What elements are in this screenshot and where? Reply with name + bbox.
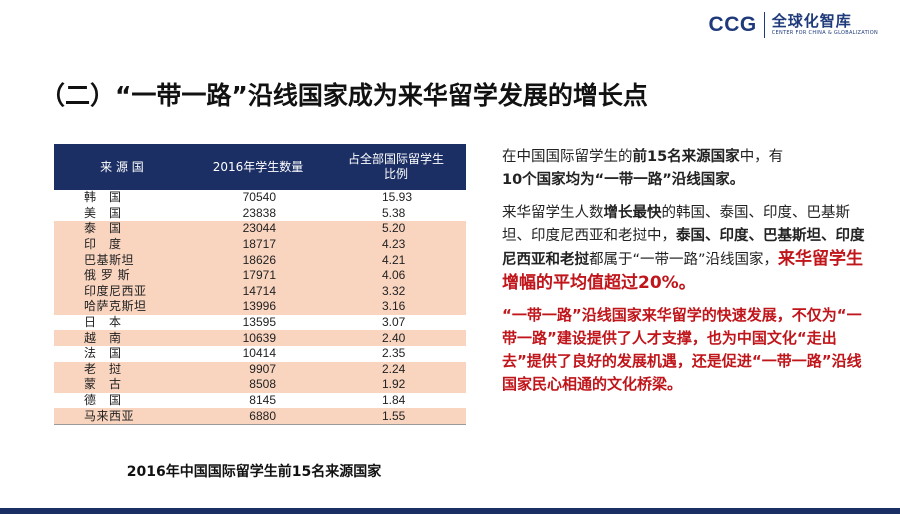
header-share: 占全部国际留学生 比例 — [326, 144, 466, 190]
logo-cn-text: 全球化智库 — [771, 12, 852, 30]
students-cell: 10414 — [190, 345, 326, 362]
country-cell: 越 南 — [54, 330, 190, 346]
students-cell: 10639 — [190, 330, 326, 346]
table-row: 蒙 古 8508 1.92 — [54, 377, 466, 393]
country-cell: 印度尼西亚 — [54, 283, 190, 300]
logo-en-text: CENTER FOR CHINA & GLOBALIZATION — [771, 30, 878, 36]
share-cell: 3.07 — [326, 314, 466, 331]
table-row: 韩 国 70540 15.93 — [54, 190, 466, 206]
logo-divider — [763, 12, 765, 38]
header-share-line2: 比例 — [383, 167, 408, 181]
students-cell: 18717 — [190, 236, 326, 253]
share-cell: 1.92 — [326, 377, 466, 393]
bottom-bar — [0, 508, 900, 514]
share-cell: 3.16 — [326, 299, 466, 315]
share-cell: 4.23 — [326, 236, 466, 253]
country-cell: 法 国 — [54, 345, 190, 362]
share-cell: 2.24 — [326, 361, 466, 378]
students-cell: 9907 — [190, 361, 326, 378]
country-cell: 韩 国 — [54, 190, 190, 206]
p2-text-a: 来华留学生人数 — [502, 205, 604, 221]
students-cell: 13996 — [190, 299, 326, 315]
ccg-logo: CCG 全球化智库 CENTER FOR CHINA & GLOBALIZATI… — [709, 12, 878, 38]
table-row: 德 国 8145 1.84 — [54, 392, 466, 409]
share-cell: 1.55 — [326, 408, 466, 425]
header-share-line1: 占全部国际留学生 — [347, 152, 444, 166]
country-cell: 蒙 古 — [54, 377, 190, 393]
students-cell: 70540 — [190, 190, 326, 206]
logo-right: 全球化智库 CENTER FOR CHINA & GLOBALIZATION — [772, 13, 878, 37]
table-row: 日 本 13595 3.07 — [54, 314, 466, 331]
country-cell: 美 国 — [54, 205, 190, 222]
table-row: 马来西亚 6880 1.55 — [54, 408, 466, 425]
p2-text-c: 的韩国、泰国、印度、巴基斯坦、印度尼西亚和老挝中， — [502, 205, 850, 244]
table-row: 老 挝 9907 2.24 — [54, 361, 466, 378]
share-cell: 5.20 — [326, 221, 466, 237]
students-cell: 6880 — [190, 408, 326, 425]
p2-text-red: 来华留学生增幅的平均值超过20%。 — [502, 249, 864, 293]
table-row: 俄 罗 斯 17971 4.06 — [54, 267, 466, 284]
share-cell: 15.93 — [326, 190, 466, 206]
table-row: 印度尼西亚 14714 3.32 — [54, 283, 466, 300]
country-cell: 日 本 — [54, 314, 190, 331]
country-cell: 印 度 — [54, 236, 190, 253]
paragraph-conclusion: “一带一路”沿线国家来华留学的快速发展，不仅为“一带一路”建设提供了人才支撑，也… — [502, 306, 862, 393]
source-countries-table: 来 源 国 2016年学生数量 占全部国际留学生 比例 韩 国 70540 15… — [54, 144, 466, 425]
paragraph-top-15: 在中国国际留学生的前15名来源国家中，有 10个国家均为“一带一路”沿线国家。 — [502, 146, 874, 192]
table-header-row: 来 源 国 2016年学生数量 占全部国际留学生 比例 — [54, 144, 466, 190]
country-cell: 老 挝 — [54, 361, 190, 378]
country-cell: 马来西亚 — [54, 408, 190, 425]
students-cell: 18626 — [190, 252, 326, 268]
table-row: 美 国 23838 5.38 — [54, 205, 466, 222]
paragraph-fastest-growth: 来华留学生人数增长最快的韩国、泰国、印度、巴基斯坦、印度尼西亚和老挝中，泰国、印… — [502, 202, 874, 296]
share-cell: 1.84 — [326, 392, 466, 409]
p2-text-bold: 增长最快 — [603, 205, 662, 221]
country-cell: 泰 国 — [54, 221, 190, 237]
right-text-block: 在中国国际留学生的前15名来源国家中，有 10个国家均为“一带一路”沿线国家。 来… — [502, 146, 874, 396]
header-students: 2016年学生数量 — [190, 144, 326, 190]
share-cell: 5.38 — [326, 205, 466, 222]
table-row: 印 度 18717 4.23 — [54, 236, 466, 253]
p2-text-d: 泰国、印度、巴基斯坦、印度尼西亚和老挝 — [502, 228, 865, 268]
students-cell: 17971 — [190, 267, 326, 284]
p2-text-e: 都属于“一带一路”沿线国家， — [589, 252, 779, 268]
country-cell: 俄 罗 斯 — [54, 267, 190, 284]
header-country: 来 源 国 — [54, 144, 190, 190]
page-title: （二）“一带一路”沿线国家成为来华留学发展的增长点 — [40, 81, 648, 110]
p1-text-c: 中，有 — [739, 149, 784, 165]
share-cell: 2.35 — [326, 345, 466, 362]
table-row: 法 国 10414 2.35 — [54, 345, 466, 362]
p1-text-bold: 前15名来源国家 — [632, 149, 740, 165]
students-cell: 8145 — [190, 392, 326, 409]
share-cell: 2.40 — [326, 330, 466, 346]
p1-text-d: 10个国家均为“一带一路”沿线国家。 — [502, 172, 745, 188]
students-cell: 23044 — [190, 221, 326, 237]
students-cell: 13595 — [190, 314, 326, 331]
table-row: 巴基斯坦 18626 4.21 — [54, 252, 466, 268]
share-cell: 3.32 — [326, 283, 466, 300]
country-cell: 巴基斯坦 — [54, 252, 190, 268]
students-cell: 8508 — [190, 377, 326, 393]
table-row: 泰 国 23044 5.20 — [54, 221, 466, 237]
logo-ccg-text: CCG — [708, 13, 757, 36]
share-cell: 4.21 — [326, 252, 466, 268]
table-row: 越 南 10639 2.40 — [54, 330, 466, 346]
country-cell: 哈萨克斯坦 — [54, 299, 190, 315]
students-cell: 14714 — [190, 283, 326, 300]
share-cell: 4.06 — [326, 267, 466, 284]
table-row: 哈萨克斯坦 13996 3.16 — [54, 299, 466, 315]
students-cell: 23838 — [190, 205, 326, 222]
p1-text-a: 在中国国际留学生的 — [502, 149, 633, 165]
country-cell: 德 国 — [54, 392, 190, 409]
table-caption: 2016年中国国际留学生前15名来源国家 — [126, 464, 382, 480]
